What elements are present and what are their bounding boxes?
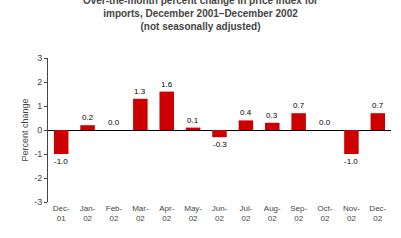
svg-text:Dec-01: Dec-01 — [53, 204, 70, 223]
svg-text:0.2: 0.2 — [82, 113, 94, 122]
svg-text:0.4: 0.4 — [240, 108, 252, 117]
svg-text:Sep-02: Sep-02 — [290, 204, 307, 223]
svg-text:-2: -2 — [34, 173, 42, 183]
svg-text:1.3: 1.3 — [134, 87, 146, 96]
svg-text:Percent change: Percent change — [20, 98, 30, 161]
svg-text:0.1: 0.1 — [187, 116, 199, 125]
svg-text:0: 0 — [37, 125, 42, 135]
svg-text:Feb-02: Feb-02 — [106, 204, 123, 223]
svg-text:Dec-02: Dec-02 — [369, 204, 386, 223]
svg-text:-0.3: -0.3 — [213, 140, 227, 149]
svg-text:Jan-02: Jan-02 — [80, 204, 96, 223]
svg-text:-1.0: -1.0 — [344, 157, 358, 166]
svg-text:3: 3 — [37, 53, 42, 63]
svg-text:1.6: 1.6 — [161, 80, 173, 89]
svg-text:Oct-02: Oct-02 — [317, 204, 332, 223]
svg-text:May-02: May-02 — [184, 204, 202, 223]
svg-text:Aug-02: Aug-02 — [264, 204, 281, 223]
svg-text:0.0: 0.0 — [108, 118, 120, 127]
svg-text:2: 2 — [37, 77, 42, 87]
svg-text:1: 1 — [37, 101, 42, 111]
svg-text:0.0: 0.0 — [319, 118, 331, 127]
svg-text:Nov-02: Nov-02 — [343, 204, 360, 223]
svg-text:Jul-02: Jul-02 — [239, 204, 252, 223]
svg-text:Apr-02: Apr-02 — [159, 204, 174, 223]
svg-text:0.7: 0.7 — [293, 101, 305, 110]
svg-text:Mar-02: Mar-02 — [132, 204, 149, 223]
svg-text:-3: -3 — [34, 197, 42, 207]
svg-text:Jun-02: Jun-02 — [212, 204, 228, 223]
svg-text:Over-the-month percent change: Over-the-month percent change in price i… — [83, 0, 318, 32]
svg-text:-1: -1 — [34, 149, 42, 159]
svg-text:0.7: 0.7 — [372, 101, 384, 110]
svg-text:-1.0: -1.0 — [54, 157, 68, 166]
svg-text:0.3: 0.3 — [266, 111, 278, 120]
